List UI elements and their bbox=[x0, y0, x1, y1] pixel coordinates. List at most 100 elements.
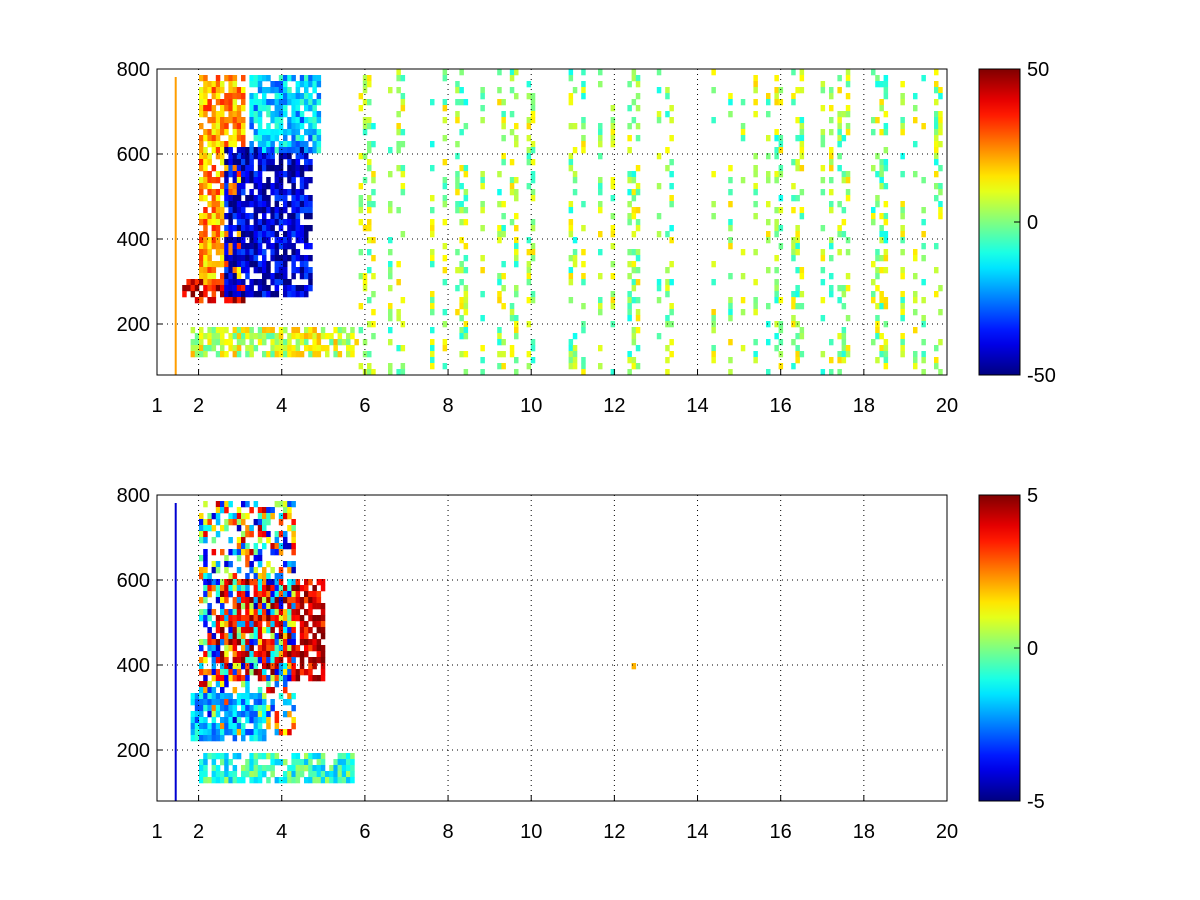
heatmap-cell bbox=[241, 663, 246, 670]
heatmap-cell bbox=[938, 141, 943, 148]
heatmap-cell bbox=[220, 633, 225, 640]
heatmap-cell bbox=[753, 165, 758, 172]
heatmap-cell bbox=[304, 651, 309, 658]
heatmap-cell bbox=[581, 225, 586, 232]
heatmap-cell bbox=[211, 225, 217, 232]
heatmap-cell bbox=[766, 237, 771, 244]
heatmap-cell bbox=[203, 555, 208, 562]
heatmap-cell bbox=[207, 87, 212, 94]
heatmap-cell bbox=[262, 273, 267, 280]
heatmap-cell bbox=[199, 147, 204, 154]
heatmap-cell bbox=[236, 657, 242, 664]
heatmap-cell bbox=[224, 771, 229, 778]
heatmap-cell bbox=[215, 231, 221, 238]
heatmap-cell bbox=[211, 765, 217, 772]
heatmap-cell bbox=[463, 327, 469, 334]
heatmap-cell bbox=[820, 225, 826, 232]
heatmap-cell bbox=[274, 345, 280, 352]
heatmap-cell bbox=[316, 777, 322, 784]
heatmap-cell bbox=[199, 291, 204, 298]
heatmap-cell bbox=[232, 699, 238, 706]
heatmap-cell bbox=[388, 363, 393, 370]
heatmap-cell bbox=[249, 645, 254, 652]
heatmap-cell bbox=[329, 339, 334, 346]
heatmap-cell bbox=[211, 735, 217, 742]
heatmap-cell bbox=[236, 165, 242, 172]
heatmap-cell bbox=[232, 735, 238, 742]
heatmap-cell bbox=[257, 327, 263, 334]
heatmap-cell bbox=[581, 261, 586, 268]
heatmap-cell bbox=[480, 369, 485, 375]
heatmap-cell bbox=[829, 159, 834, 166]
heatmap-cell bbox=[774, 291, 779, 298]
heatmap-cell bbox=[232, 201, 238, 208]
heatmap-cell bbox=[249, 165, 254, 172]
heatmap-cell bbox=[232, 105, 238, 112]
heatmap-cell bbox=[350, 771, 355, 778]
heatmap-cell bbox=[934, 183, 939, 190]
heatmap-cell bbox=[224, 693, 229, 700]
heatmap-cell bbox=[346, 765, 351, 772]
heatmap-cell bbox=[921, 351, 926, 358]
heatmap-cell bbox=[270, 225, 275, 232]
heatmap-cell bbox=[257, 207, 263, 214]
heatmap-cell bbox=[241, 537, 246, 544]
heatmap-cell bbox=[656, 117, 662, 124]
heatmap-cell bbox=[253, 147, 259, 154]
heatmap-cell bbox=[287, 147, 292, 154]
heatmap-cell bbox=[270, 231, 275, 238]
heatmap-cell bbox=[304, 261, 309, 268]
heatmap-cell bbox=[287, 693, 292, 700]
heatmap-cell bbox=[728, 297, 733, 304]
heatmap-cell bbox=[257, 165, 263, 172]
heatmap-cell bbox=[220, 591, 225, 598]
heatmap-cell bbox=[266, 105, 271, 112]
heatmap-cell bbox=[253, 657, 259, 664]
heatmap-cell bbox=[278, 189, 284, 196]
heatmap-cell bbox=[266, 327, 271, 334]
heatmap-cell bbox=[287, 75, 292, 82]
heatmap-cell bbox=[883, 201, 889, 208]
heatmap-cell bbox=[270, 117, 275, 124]
heatmap-cell bbox=[266, 147, 271, 154]
heatmap-cell bbox=[241, 693, 246, 700]
heatmap-cell bbox=[388, 267, 393, 274]
heatmap-cell bbox=[278, 255, 284, 262]
heatmap-cell bbox=[304, 147, 309, 154]
heatmap-cell bbox=[291, 627, 296, 634]
heatmap-cell bbox=[766, 219, 771, 226]
heatmap-cell bbox=[459, 201, 464, 208]
heatmap-cell bbox=[266, 333, 271, 340]
heatmap-cell bbox=[266, 753, 271, 760]
heatmap-cell bbox=[572, 177, 578, 184]
heatmap-cell bbox=[308, 93, 313, 100]
heatmap-cell bbox=[228, 249, 233, 256]
heatmap-cell bbox=[274, 147, 280, 154]
heatmap-cell bbox=[287, 729, 292, 736]
heatmap-cell bbox=[207, 99, 212, 106]
heatmap-cell bbox=[249, 615, 254, 622]
heatmap-cell bbox=[879, 231, 884, 238]
heatmap-cell bbox=[791, 207, 796, 214]
heatmap-cell bbox=[190, 723, 196, 730]
heatmap-cell bbox=[871, 129, 876, 136]
heatmap-cell bbox=[211, 189, 217, 196]
heatmap-cell bbox=[257, 687, 263, 694]
heatmap-cell bbox=[257, 729, 263, 736]
heatmap-cell bbox=[295, 759, 301, 766]
heatmap-cell bbox=[236, 549, 242, 556]
heatmap-cell bbox=[665, 345, 670, 352]
heatmap-cell bbox=[228, 81, 233, 88]
heatmap-cell bbox=[388, 273, 393, 280]
heatmap-cell bbox=[266, 351, 271, 358]
heatmap-cell bbox=[581, 201, 586, 208]
heatmap-cell bbox=[241, 267, 246, 274]
heatmap-cell bbox=[236, 327, 242, 334]
heatmap-cell bbox=[530, 195, 536, 202]
heatmap-cell bbox=[304, 255, 309, 262]
heatmap-cell bbox=[224, 519, 229, 526]
heatmap-cell bbox=[232, 615, 238, 622]
heatmap-cell bbox=[211, 279, 217, 286]
heatmap-cell bbox=[299, 657, 305, 664]
heatmap-cell bbox=[211, 525, 217, 532]
